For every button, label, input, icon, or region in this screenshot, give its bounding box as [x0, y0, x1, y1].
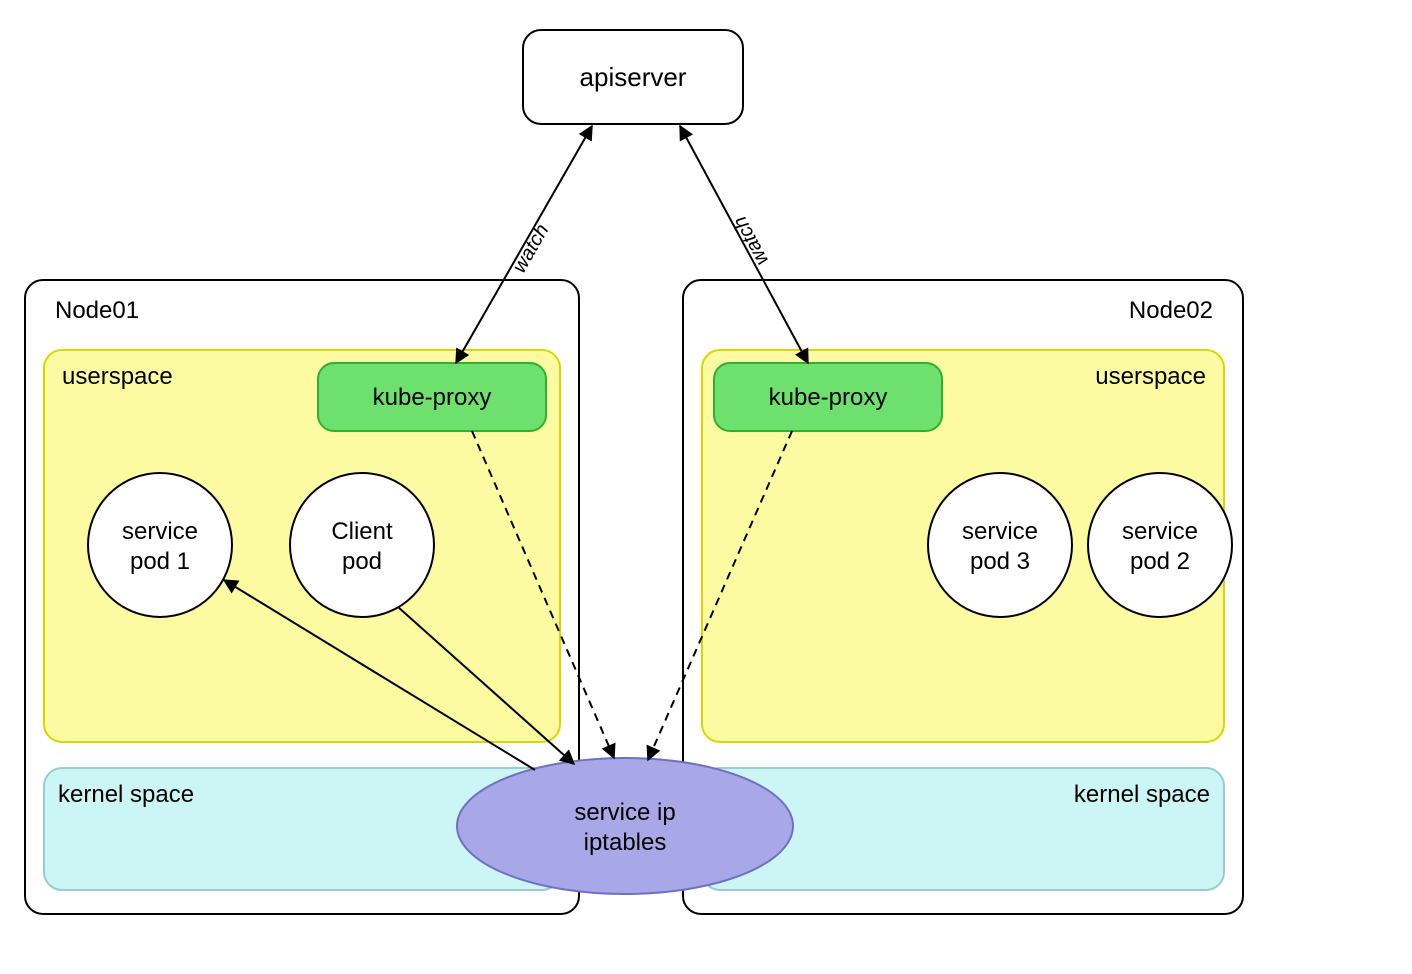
pod1: service pod 1 [88, 473, 232, 617]
pod2: service pod 2 [1088, 473, 1232, 617]
svg-text:Node01: Node01 [55, 297, 139, 324]
kubeproxy1: kube-proxy [318, 363, 546, 431]
svg-text:apiserver: apiserver [580, 62, 687, 92]
pod3: service pod 3 [928, 473, 1072, 617]
svg-text:pod 1: pod 1 [130, 548, 190, 575]
kubeproxy2: kube-proxy [714, 363, 942, 431]
clientpod: Client pod [290, 473, 434, 617]
svg-text:userspace: userspace [62, 363, 173, 390]
svg-text:watch: watch [508, 220, 553, 276]
svg-text:service: service [122, 518, 198, 545]
svg-text:iptables: iptables [584, 829, 667, 856]
svg-text:userspace: userspace [1095, 363, 1206, 390]
svg-text:pod 2: pod 2 [1130, 548, 1190, 575]
svg-text:pod 3: pod 3 [970, 548, 1030, 575]
svg-text:pod: pod [342, 548, 382, 575]
svg-text:kube-proxy: kube-proxy [373, 384, 492, 411]
svg-text:kernel space: kernel space [58, 781, 194, 808]
svg-text:Node02: Node02 [1129, 297, 1213, 324]
svg-text:kernel space: kernel space [1074, 781, 1210, 808]
svg-text:service: service [1122, 518, 1198, 545]
svg-text:service: service [962, 518, 1038, 545]
serviceip: service ip iptables [457, 758, 793, 894]
svg-text:watch: watch [729, 212, 773, 268]
svg-text:service ip: service ip [574, 799, 675, 826]
svg-text:kube-proxy: kube-proxy [769, 384, 888, 411]
apiserver: apiserver [523, 30, 743, 124]
svg-text:Client: Client [331, 518, 393, 545]
